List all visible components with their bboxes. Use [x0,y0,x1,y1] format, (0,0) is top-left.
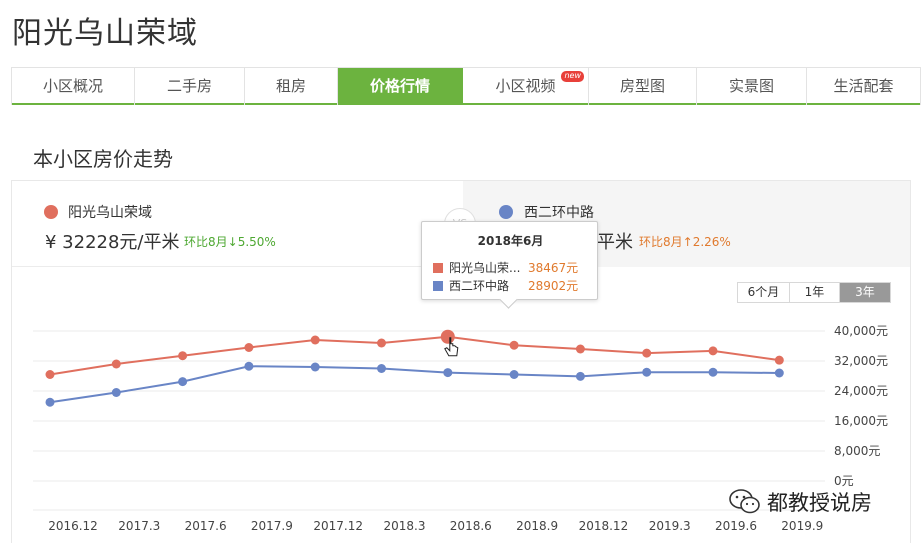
tooltip-row-2-name: 西二环中路 [449,279,510,293]
tooltip-row-1-name: 阳光乌山荣... [449,261,521,275]
section-title: 本小区房价走势 [33,147,173,171]
tooltip-swatch-red [433,263,443,273]
data-point [178,351,188,361]
y-tick-label: 8,000元 [834,444,880,458]
y-axis-ticks: 40,000元 32,000元 24,000元 16,000元 8,000元 0元 [834,324,888,488]
time-range-selector: 6个月 1年 3年 [737,282,891,303]
wechat-icon [729,489,760,514]
legend-dot-red [44,205,58,219]
data-point [45,370,55,379]
data-point [443,368,453,378]
x-tick-label: 2018.3 [384,519,426,533]
chart-tooltip: 2018年6月 阳光乌山荣... 38467元 西二环中路 28902元 [421,221,598,300]
tab-floorplan[interactable]: 房型图 [589,68,697,105]
new-badge: new [561,71,584,82]
series-line [49,365,780,404]
x-tick-label: 2018.6 [450,519,492,533]
x-tick-label: 2017.12 [313,519,363,533]
tab-video[interactable]: 小区视频 new [463,68,589,105]
tab-photos[interactable]: 实景图 [697,68,807,105]
data-point [575,371,585,381]
legend-right-name: 西二环中路 [524,205,594,221]
data-point [45,397,55,407]
y-tick-label: 24,000元 [834,384,888,398]
data-point [377,338,386,348]
watermark: 都教授说房 [729,487,872,517]
y-tick-label: 32,000元 [834,354,888,368]
x-tick-label: 2017.6 [185,519,227,533]
hand-cursor-icon [444,337,459,357]
x-tick-label: 2019.6 [715,519,757,533]
data-point [774,368,784,378]
range-6m-button[interactable]: 6个月 [738,283,790,302]
data-point [575,344,585,354]
x-tick-label: 2017.9 [251,519,293,533]
tab-price-trend[interactable]: 价格行情 [338,68,463,105]
data-point [774,355,784,365]
tooltip-row-2-value: 28902元 [528,279,579,293]
x-axis-ticks: 2016.12 2017.3 2017.6 2017.9 2017.12 2018.3 20… [48,519,823,533]
chart-gridlines [33,330,825,511]
x-tick-label: 2019.3 [649,519,691,533]
tab-overview[interactable]: 小区概况 [11,68,135,105]
data-point [708,346,718,356]
data-point [111,359,121,369]
hand-cursor-shape [444,337,459,357]
x-tick-label: 2017.3 [118,519,160,533]
tooltip-swatch-blue [433,281,443,291]
x-tick-label: 2018.12 [579,519,629,533]
data-point [111,388,121,397]
page-title: 阳光乌山荣域 [12,16,198,51]
x-tick-label: 2018.9 [516,519,558,533]
y-tick-label: 0元 [834,474,854,488]
tab-bar: 小区概况 二手房 租房 价格行情 小区视频 new 房型图 实景图 生活配套 [11,67,921,105]
data-point [310,362,320,372]
data-point [244,361,254,371]
legend-right-price: 平米 [597,232,633,253]
data-point [178,377,188,387]
legend-left-name: 阳光乌山荣域 [68,205,152,221]
data-point [509,340,519,350]
y-tick-label: 16,000元 [834,414,888,428]
legend-dot-blue [499,205,513,219]
tab-secondhand[interactable]: 二手房 [135,68,245,105]
data-point [310,335,320,345]
tooltip-row-2: 西二环中路 [433,277,509,294]
range-1y-button[interactable]: 1年 [790,283,840,302]
legend-left-price: ¥ 32228元/平米 [45,232,180,253]
tooltip-row-1-value: 38467元 [528,261,579,275]
data-point [377,364,386,373]
x-tick-label: 2016.12 [48,519,98,533]
tooltip-title: 2018年6月 [477,234,544,248]
chart-series [45,329,784,407]
data-point [708,367,718,377]
tooltip-row-1: 阳光乌山荣... [433,259,520,276]
data-point [509,370,519,379]
highlighted-point [440,329,455,344]
data-point [642,348,652,358]
data-point [642,367,652,377]
series-line [49,335,780,376]
y-tick-label: 40,000元 [834,324,888,338]
data-point [244,343,254,352]
tab-rent[interactable]: 租房 [245,68,338,105]
legend-left-change: 环比8月↓5.50% [184,235,276,249]
watermark-text: 都教授说房 [767,491,872,515]
x-tick-label: 2019.9 [781,519,823,533]
legend-right-change: 环比8月↑2.26% [639,235,731,249]
range-3y-button[interactable]: 3年 [840,283,890,302]
